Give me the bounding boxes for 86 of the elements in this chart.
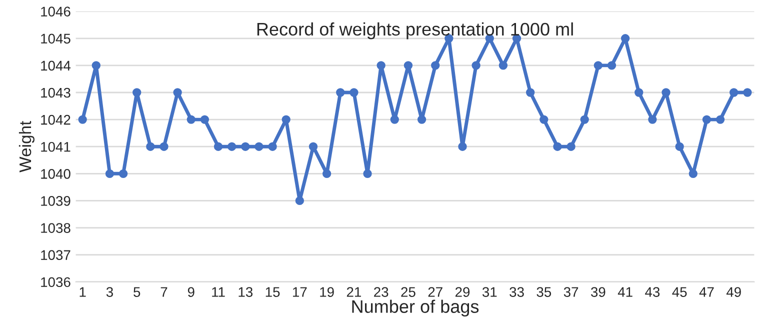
point (526, 88, 535, 97)
point (146, 142, 155, 151)
x-axis-title: Number of bags (352, 300, 479, 317)
point (105, 169, 114, 178)
x-tick-label: 49 (726, 287, 741, 297)
point (295, 196, 304, 206)
y-tick-label: 1039 (41, 196, 70, 206)
x-tick-label: 39 (590, 287, 606, 297)
y-axis-title: Weight (18, 120, 34, 172)
y-tick-label: 1044 (41, 60, 71, 71)
y-tick-label: 1045 (41, 34, 70, 44)
x-tick-label: 35 (536, 287, 552, 297)
x-tick-label: 41 (618, 287, 632, 297)
point (160, 142, 168, 151)
x-tick-label: 25 (401, 287, 416, 297)
point (78, 115, 87, 124)
point (553, 142, 562, 151)
point (458, 142, 467, 151)
point (186, 115, 196, 124)
point (118, 169, 128, 178)
point (350, 88, 358, 97)
point (132, 88, 142, 97)
y-tick-label: 1046 (41, 6, 70, 17)
point (376, 61, 386, 70)
x-tick-label: 45 (672, 287, 687, 297)
point (214, 142, 223, 151)
y-tick-label: 1038 (41, 223, 70, 233)
point (716, 115, 725, 124)
y-tick-label: 1036 (41, 277, 70, 288)
point (227, 142, 236, 151)
x-tick-label: 11 (212, 287, 225, 297)
point (404, 61, 413, 70)
x-tick-label: 3 (106, 287, 113, 297)
x-tick-label: 31 (482, 287, 497, 297)
x-tick-label: 27 (428, 287, 442, 297)
point (620, 34, 630, 43)
text: Record of weights presentation 1000 ml (257, 22, 573, 40)
x-tick-label: 23 (374, 287, 388, 297)
y-tick-label: 1040 (41, 169, 70, 179)
x-tick-label: 15 (266, 287, 280, 297)
point (282, 115, 290, 124)
x-tick-label: 33 (510, 287, 524, 297)
x-tick-label: 19 (320, 287, 334, 297)
point (540, 115, 548, 124)
point (498, 61, 508, 70)
point (472, 61, 480, 70)
x-tick-label: 13 (238, 287, 253, 297)
x-tick-label: 17 (293, 287, 307, 297)
point (268, 142, 277, 151)
x-tick-label: 1 (80, 287, 86, 297)
y-tick-label: 1043 (41, 88, 70, 98)
x-tick-label: 47 (699, 287, 714, 297)
point (634, 88, 644, 97)
point (743, 88, 752, 97)
y-tick-label: 1037 (41, 250, 70, 260)
x-tick-label: 29 (455, 287, 470, 297)
point (417, 115, 426, 124)
point (675, 142, 684, 151)
x-tick-label: 9 (188, 287, 194, 297)
point (688, 169, 698, 178)
y-tick-label: 1041 (41, 142, 70, 152)
point (322, 169, 332, 178)
x-tick-label: 37 (564, 287, 578, 297)
point (648, 115, 657, 124)
point (607, 61, 616, 70)
x-tick-label: 21 (346, 287, 361, 297)
point (363, 169, 372, 178)
point (431, 61, 440, 70)
point (308, 142, 318, 151)
x-tick-label: 43 (645, 287, 660, 297)
x-tick-label: 5 (134, 287, 140, 297)
point (336, 88, 345, 97)
y-tick-label: 1042 (41, 114, 70, 125)
point (92, 61, 100, 70)
point (662, 88, 670, 97)
point (594, 61, 603, 70)
point (580, 115, 589, 124)
point (390, 115, 399, 124)
point (200, 115, 210, 124)
point (566, 142, 576, 151)
point (254, 142, 264, 151)
point (730, 88, 738, 97)
point (241, 142, 250, 151)
point (173, 88, 182, 97)
point (702, 115, 712, 124)
x-tick-label: 7 (160, 287, 168, 297)
